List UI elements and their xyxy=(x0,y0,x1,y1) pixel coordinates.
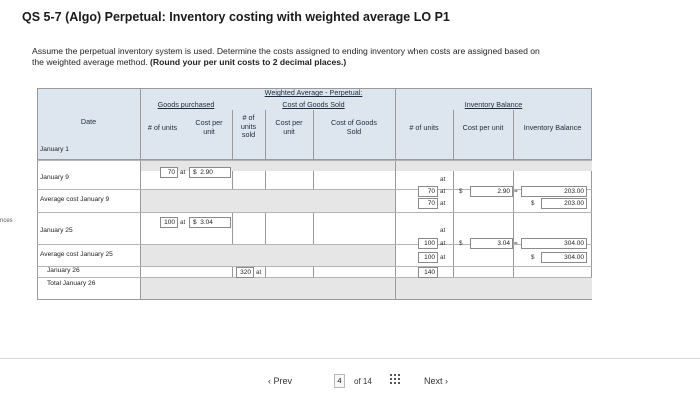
left-edge-text: nces xyxy=(0,218,13,224)
column-divider xyxy=(140,88,141,300)
column-divider xyxy=(395,88,396,300)
jan9-cost-value: 2.90 xyxy=(200,169,213,176)
group-title: Weighted Average - Perpetual: xyxy=(264,88,363,97)
cogs-units-header: # of units sold xyxy=(232,113,265,140)
shaded-cell xyxy=(141,190,395,212)
jan25-cost-input[interactable]: $ 3.04 xyxy=(189,217,231,228)
row-divider xyxy=(37,189,592,190)
cogs-units-line-1: # of xyxy=(242,113,255,122)
row-divider xyxy=(37,160,592,161)
cogs-cost-line-1: Cost per xyxy=(275,118,303,127)
row-divider xyxy=(37,212,592,213)
inv-jan25-units-a[interactable]: 100 xyxy=(418,238,438,249)
at-label: at xyxy=(180,169,186,176)
cogs-units-line-3: sold xyxy=(241,130,256,139)
inv-units-header: # of units xyxy=(409,123,439,132)
instructions: Assume the perpetual inventory system is… xyxy=(32,46,672,67)
cogs-total-line-1: Cost of Goods xyxy=(331,118,377,127)
row-label-jan9: January 9 xyxy=(40,174,69,181)
next-button[interactable]: Next › xyxy=(424,376,448,386)
page-number-box[interactable]: 4 xyxy=(334,374,345,388)
row-label-avg-jan9: Average cost January 9 xyxy=(40,196,110,203)
dollar-sign: $ xyxy=(531,200,535,207)
inv-jan25-units-b[interactable]: 100 xyxy=(418,252,438,263)
dollar-sign: $ xyxy=(193,169,197,176)
inv-jan25-cost[interactable]: 3.04 xyxy=(470,238,513,249)
equals-sign: = xyxy=(514,188,518,195)
equals-sign: = xyxy=(514,240,518,247)
dollar-sign: $ xyxy=(531,254,535,261)
row-divider xyxy=(37,277,592,278)
inv-jan9-cost[interactable]: 2.90 xyxy=(470,186,513,197)
cogs-cost-line-2: unit xyxy=(283,126,295,136)
gp-cost-line-1: Cost per xyxy=(195,118,223,127)
instructions-plain: the weighted average method. xyxy=(32,56,151,67)
instructions-bold: (Round your per unit costs to 2 decimal … xyxy=(150,56,347,67)
dollar-sign: $ xyxy=(459,240,463,247)
gp-units-header: # of units xyxy=(147,123,178,132)
gp-cost-line-2: unit xyxy=(203,126,215,136)
at-label: at xyxy=(440,188,446,195)
column-divider xyxy=(453,110,454,300)
dollar-sign: $ xyxy=(459,188,463,195)
cogs-cost-header: Cost per unit xyxy=(265,118,313,136)
at-label: at xyxy=(440,200,446,207)
inv-jan9-units-a[interactable]: 70 xyxy=(418,186,438,197)
instructions-line-1: Assume the perpetual inventory system is… xyxy=(32,46,540,56)
chevron-left-icon: ‹ xyxy=(268,376,271,386)
cogs-total-header: Cost of Goods Sold xyxy=(313,118,395,136)
table-header xyxy=(37,88,592,160)
jan26-inv-units-input[interactable]: 140 xyxy=(418,267,438,278)
row-label-jan25: January 25 xyxy=(40,227,73,234)
inv-jan9-balance-b[interactable]: 203.00 xyxy=(541,198,587,209)
inv-balance-header: Inventory Balance xyxy=(523,123,582,132)
jan25-cost-value: 3.04 xyxy=(200,219,213,226)
jan26-units-sold-input[interactable]: 320 xyxy=(236,267,254,278)
inv-jan25-balance-a[interactable]: 304.00 xyxy=(521,238,587,249)
date-header: Date xyxy=(80,117,97,126)
inventory-balance-header: Inventory Balance xyxy=(464,100,523,109)
inv-jan25-balance-b[interactable]: 304.00 xyxy=(541,252,587,263)
page-total: of 14 xyxy=(354,377,372,386)
at-label: at xyxy=(440,227,446,234)
row-label-total-jan26: Total January 26 xyxy=(47,280,96,287)
jan9-cost-input[interactable]: $ 2.90 xyxy=(189,167,231,178)
grid-icon[interactable] xyxy=(390,374,402,386)
row-label-jan26: January 26 xyxy=(47,267,80,274)
shaded-cell xyxy=(396,161,592,171)
row-divider xyxy=(37,266,592,267)
cogs-header: Cost of Goods Sold xyxy=(282,100,345,109)
pagination-bar xyxy=(0,358,700,406)
row-divider xyxy=(37,244,592,245)
inv-jan9-units-b[interactable]: 70 xyxy=(418,198,438,209)
row-label-jan1: January 1 xyxy=(40,146,69,153)
chevron-right-icon: › xyxy=(445,376,449,386)
cogs-units-line-2: units xyxy=(240,121,257,131)
jan25-units-input[interactable]: 100 xyxy=(160,217,178,228)
shaded-cell xyxy=(141,245,395,266)
dollar-sign: $ xyxy=(193,219,197,226)
row-label-avg-jan25: Average cost January 25 xyxy=(40,251,113,258)
prev-button[interactable]: ‹ Prev xyxy=(268,376,292,386)
inv-jan9-balance-a[interactable]: 203.00 xyxy=(521,186,587,197)
at-label: at xyxy=(440,176,446,183)
gp-cost-header: Cost per unit xyxy=(186,118,232,136)
shaded-cell xyxy=(141,161,395,171)
column-divider xyxy=(513,110,514,300)
goods-purchased-header: Goods purchased xyxy=(157,100,215,109)
question-title: QS 5-7 (Algo) Perpetual: Inventory costi… xyxy=(22,10,450,24)
shaded-cell xyxy=(396,278,592,299)
at-label: at xyxy=(256,269,262,276)
inv-cost-header: Cost per unit xyxy=(462,123,504,132)
jan9-units-input[interactable]: 70 xyxy=(160,167,178,178)
instructions-line-2: the weighted average method. (Round your… xyxy=(32,57,672,68)
prev-label: Prev xyxy=(273,376,293,386)
at-label: at xyxy=(180,219,186,226)
shaded-cell xyxy=(141,278,395,299)
next-label: Next xyxy=(424,376,443,386)
at-label: at xyxy=(440,240,446,247)
at-label: at xyxy=(440,254,446,261)
cogs-total-line-2: Sold xyxy=(346,126,362,136)
